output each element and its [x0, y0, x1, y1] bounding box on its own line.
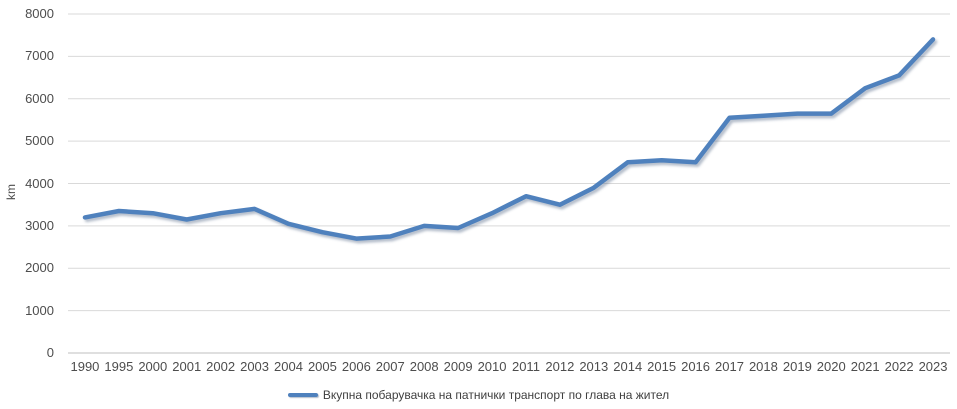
x-tick-label: 2022 — [884, 359, 914, 374]
y-tick-label: 8000 — [25, 6, 54, 21]
x-tick-label: 2019 — [782, 359, 812, 374]
x-tick-label: 2014 — [613, 359, 643, 374]
x-tick-label: 2001 — [172, 359, 202, 374]
x-tick-label: 2004 — [274, 359, 303, 374]
legend-label: Вкупна побарувачка на патнички транспорт… — [322, 388, 670, 402]
x-tick-label: 2009 — [443, 359, 473, 374]
x-tick-label: 2023 — [918, 359, 948, 374]
y-tick-label: 1000 — [25, 302, 54, 318]
x-tick-label: 2000 — [138, 359, 168, 374]
y-tick-label: 4000 — [25, 175, 54, 191]
x-tick-label: 2005 — [307, 359, 337, 374]
y-tick-label: 3000 — [25, 217, 54, 233]
x-tick-label: 2008 — [409, 359, 439, 374]
x-tick-label: 1995 — [104, 359, 134, 374]
x-tick-label: 2002 — [206, 359, 236, 374]
x-tick-label: 2016 — [681, 359, 711, 374]
y-tick-label: 6000 — [25, 90, 54, 106]
x-tick-label: 2012 — [545, 359, 575, 374]
x-tick-label: 2003 — [240, 359, 270, 374]
y-tick-label: 5000 — [25, 133, 54, 149]
legend-line-marker — [287, 393, 318, 397]
x-tick-label: 2010 — [477, 359, 507, 374]
plot-area — [68, 13, 950, 354]
y-tick-label: 0 — [46, 345, 54, 360]
y-tick-label: 7000 — [25, 48, 54, 64]
y-tick-label: 2000 — [25, 260, 54, 276]
x-tick-label: 2013 — [579, 359, 609, 374]
x-tick-label: 2017 — [715, 359, 744, 374]
x-tick-label: 2015 — [647, 359, 677, 374]
x-tick-label: 1990 — [70, 359, 100, 374]
data-line-series — [82, 37, 936, 241]
x-tick-label: 2006 — [341, 359, 371, 374]
legend: Вкупна побарувачка на патнички транспорт… — [0, 388, 957, 402]
x-tick-label: 2021 — [850, 359, 880, 374]
x-tick-label: 2007 — [375, 359, 405, 374]
x-tick-label: 2020 — [816, 359, 846, 374]
x-tick-label: 2011 — [511, 359, 540, 374]
x-tick-label: 2018 — [748, 359, 778, 374]
